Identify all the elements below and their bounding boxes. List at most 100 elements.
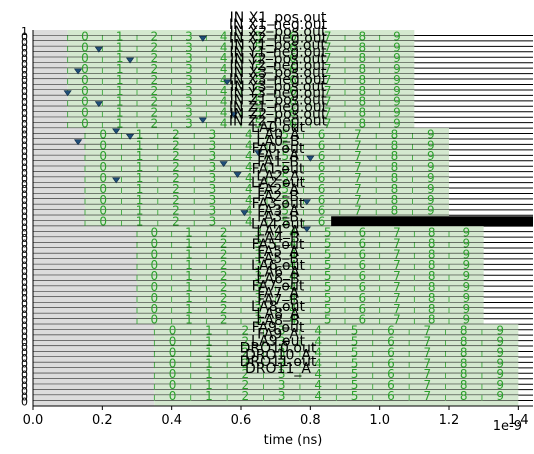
high-pulse xyxy=(331,216,533,227)
slot-digit: 5 xyxy=(281,215,289,229)
spike-marker xyxy=(233,172,242,178)
slot-digit: 6 xyxy=(359,313,367,327)
idle-region xyxy=(33,378,155,385)
row-value-label: 0 xyxy=(21,134,28,147)
slot-digit: 5 xyxy=(324,302,332,316)
slot-digit: 5 xyxy=(324,313,332,327)
slot-digit: 3 xyxy=(209,138,217,152)
slot-digit: 7 xyxy=(324,73,332,87)
slot-digit: 9 xyxy=(427,127,435,141)
panel-title: LA9.out xyxy=(251,334,305,350)
slot-digit: 0 xyxy=(81,40,89,54)
slot-digit: 0 xyxy=(169,324,177,338)
row-value-label: 0 xyxy=(21,254,28,267)
idle-region xyxy=(33,318,137,325)
slot-digit: 1 xyxy=(116,51,124,65)
slot-digit: 7 xyxy=(324,117,332,131)
slot-digit: 8 xyxy=(460,378,468,392)
slot-digit: 5 xyxy=(255,84,263,98)
panel-title: IN Y2_neg.out xyxy=(229,58,327,74)
row-value-label: 0 xyxy=(21,189,28,202)
panel-title: FA5_A xyxy=(257,244,299,260)
slot-digit: 3 xyxy=(255,247,263,261)
spike-marker xyxy=(73,139,83,146)
slot-digit: 4 xyxy=(314,324,322,338)
slot-digit: 2 xyxy=(242,367,250,381)
active-window xyxy=(67,51,415,58)
slot-digit: 8 xyxy=(391,193,399,207)
slot-digit: 4 xyxy=(289,236,297,250)
slot-digit: 7 xyxy=(393,313,401,327)
slot-digit: 8 xyxy=(428,291,436,305)
slot-digit: 5 xyxy=(255,95,263,109)
slot-digit: 7 xyxy=(354,127,362,141)
active-window xyxy=(137,302,484,308)
slot-digit: 1 xyxy=(116,95,124,109)
slot-digit: 7 xyxy=(424,345,432,359)
slot-digit: 7 xyxy=(354,193,362,207)
slot-digit: 1 xyxy=(185,258,193,272)
idle-region xyxy=(33,188,85,194)
slot-digit: 8 xyxy=(391,204,399,218)
slot-digit: 8 xyxy=(428,247,436,261)
slot-digit: 1 xyxy=(136,138,144,152)
x-tick-label: 0.2 xyxy=(92,413,113,428)
slot-digit: 1 xyxy=(185,226,193,240)
slot-digit: 6 xyxy=(387,367,395,381)
slot-digit: 8 xyxy=(359,73,367,87)
slot-digit: 9 xyxy=(463,313,471,327)
slot-digit: 0 xyxy=(169,389,177,403)
idle-region xyxy=(33,324,155,330)
panel-title: IN Z1_neg.out xyxy=(229,100,328,116)
active-window xyxy=(154,367,519,374)
slot-digit: 6 xyxy=(289,84,297,98)
slot-digit: 1 xyxy=(136,182,144,196)
idle-region xyxy=(33,57,68,63)
slot-digit: 9 xyxy=(393,29,401,43)
slot-digit: 7 xyxy=(393,236,401,250)
slot-digit: 8 xyxy=(428,280,436,294)
slot-digit: 2 xyxy=(151,73,159,87)
slot-digit: 2 xyxy=(242,324,250,338)
slot-digit: 9 xyxy=(427,171,435,185)
slot-digit: 6 xyxy=(359,280,367,294)
slot-digit: 7 xyxy=(424,367,432,381)
panel-title: FA7.out xyxy=(252,279,305,295)
slot-digit: 5 xyxy=(351,378,359,392)
row-value-label: 0 xyxy=(21,205,28,218)
slot-digit: 3 xyxy=(185,95,193,109)
slot-digit: 1 xyxy=(136,193,144,207)
active-window xyxy=(154,356,519,363)
idle-region xyxy=(33,389,155,396)
idle-region xyxy=(33,30,68,36)
active-window xyxy=(154,378,519,385)
row-value-label: 0 xyxy=(21,74,28,87)
idle-region xyxy=(33,307,137,314)
slot-digit: 3 xyxy=(185,84,193,98)
slot-digit: 5 xyxy=(281,160,289,174)
slot-digit: 1 xyxy=(136,149,144,163)
row-value-label: 0 xyxy=(21,379,28,392)
slot-digit: 6 xyxy=(387,389,395,403)
idle-region xyxy=(33,237,137,243)
slot-digit: 7 xyxy=(324,51,332,65)
active-window xyxy=(85,215,449,221)
slot-digit: 3 xyxy=(185,62,193,76)
slot-digit: 8 xyxy=(460,367,468,381)
slot-digit: 5 xyxy=(281,149,289,163)
slot-digit: 6 xyxy=(359,302,367,316)
active-window xyxy=(67,30,415,36)
active-window xyxy=(154,389,519,396)
panel-title: IN Y1_pos.out xyxy=(230,38,326,54)
slot-digit: 7 xyxy=(324,40,332,54)
active-window xyxy=(85,128,449,134)
slot-digit: 6 xyxy=(289,40,297,54)
row-value-label: 0 xyxy=(21,265,28,278)
active-window xyxy=(137,258,484,265)
idle-region xyxy=(33,367,155,374)
active-window xyxy=(67,73,415,80)
idle-region xyxy=(33,226,137,232)
slot-digit: 8 xyxy=(359,106,367,120)
slot-digit: 8 xyxy=(391,160,399,174)
